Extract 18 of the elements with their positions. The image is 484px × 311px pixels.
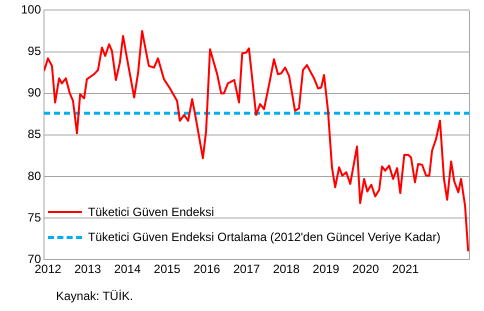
x-tick-label: 2016 (194, 262, 221, 276)
x-tick-label: 2013 (74, 262, 102, 276)
y-tick-label: 85 (28, 127, 42, 142)
y-tick-label: 80 (28, 168, 42, 183)
y-tick-label: 95 (28, 44, 42, 58)
x-tick-label: 2018 (272, 262, 300, 276)
legend-label: Tüketici Güven Endeksi Ortalama (2012'den Güncel Veriye Kadar) (88, 230, 440, 244)
x-tick-label: 2015 (154, 262, 181, 276)
text: Kaynak: TÜİK. (56, 289, 134, 303)
y-tick-label: 90 (28, 86, 42, 100)
x-tick-label: 2017 (233, 262, 260, 276)
legend-label: Tüketici Güven Endeksi (88, 205, 214, 219)
x-tick-label: 2021 (392, 262, 420, 276)
x-tick-label: 2014 (114, 262, 142, 276)
x-tick-label: 2019 (312, 262, 340, 276)
x-tick-label: 2020 (352, 262, 380, 276)
y-tick-label: 100 (20, 2, 42, 17)
y-tick-label: 75 (28, 210, 42, 224)
